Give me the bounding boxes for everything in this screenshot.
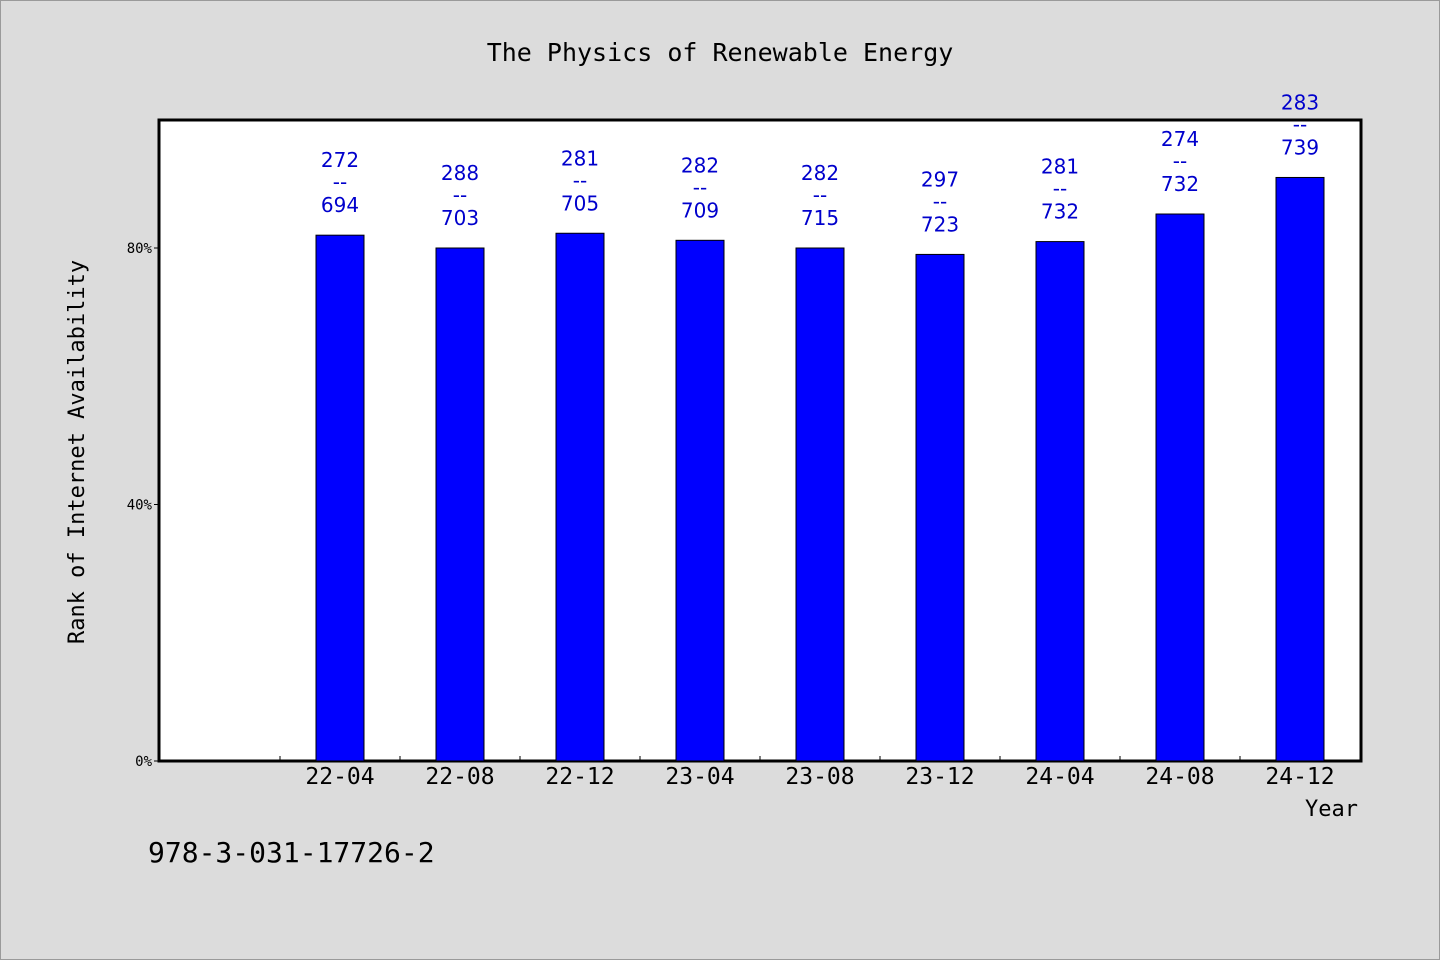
data-label-bottom: 703 [441,206,479,230]
data-label-separator: -- [1293,112,1307,136]
x-tick-label: 24-12 [1265,764,1334,790]
bars-layer [315,176,1325,762]
y-tick-label: 0% [135,754,152,770]
y-axis-label: Rank of Internet Availability [65,260,90,644]
data-label-bottom: 723 [921,212,959,236]
bar [1035,241,1085,762]
bar [555,232,605,762]
data-label-separator: -- [1053,177,1067,201]
chart-title: The Physics of Renewable Energy [487,38,954,67]
data-label-top: 274 [1161,127,1199,151]
x-tick-label: 22-12 [545,764,614,790]
data-label-top: 297 [921,167,959,191]
data-label-separator: -- [813,183,827,207]
data-label-bottom: 715 [801,206,839,230]
data-label-separator: -- [1173,149,1187,173]
y-tick-label: 80% [127,241,153,257]
data-label-bottom: 705 [561,191,599,215]
bar [1155,213,1205,762]
x-tick-label: 24-08 [1145,764,1214,790]
data-label-top: 281 [561,146,599,170]
bar [915,253,965,762]
data-label-bottom: 694 [321,193,359,217]
x-tick-label: 22-08 [425,764,494,790]
data-label-top: 272 [321,148,359,172]
data-label-bottom: 732 [1161,172,1199,196]
data-label-top: 288 [441,161,479,185]
x-tick-label: 23-04 [665,764,734,790]
y-axis: 0% 40% 80% [127,241,159,770]
x-axis-label: Year [1305,797,1358,822]
data-label-top: 282 [801,161,839,185]
isbn-text: 978-3-031-17726-2 [148,836,435,869]
bar [435,247,485,762]
data-label-bottom: 709 [681,198,719,222]
data-label-bottom: 739 [1281,135,1319,159]
data-label-top: 283 [1281,90,1319,114]
x-tick-label: 24-04 [1025,764,1094,790]
data-label-separator: -- [453,183,467,207]
y-tick-label: 40% [127,498,153,514]
data-label-separator: -- [693,175,707,199]
bar [795,247,845,762]
bar [1275,176,1325,762]
x-tick-label: 22-04 [305,764,374,790]
data-label-top: 282 [681,153,719,177]
data-label-top: 281 [1041,155,1079,179]
data-label-separator: -- [933,189,947,213]
bar [315,234,365,762]
data-label-separator: -- [333,170,347,194]
x-tick-label: 23-08 [785,764,854,790]
bar [675,239,725,762]
data-label-bottom: 732 [1041,200,1079,224]
x-axis: 22-04 22-08 22-12 23-04 23-08 23-12 24-04 24-08… [279,756,1361,790]
x-tick-label: 23-12 [905,764,974,790]
data-label-separator: -- [573,168,587,192]
data-labels-layer: 272--694288--703281--705282--709282--715… [321,90,1319,236]
